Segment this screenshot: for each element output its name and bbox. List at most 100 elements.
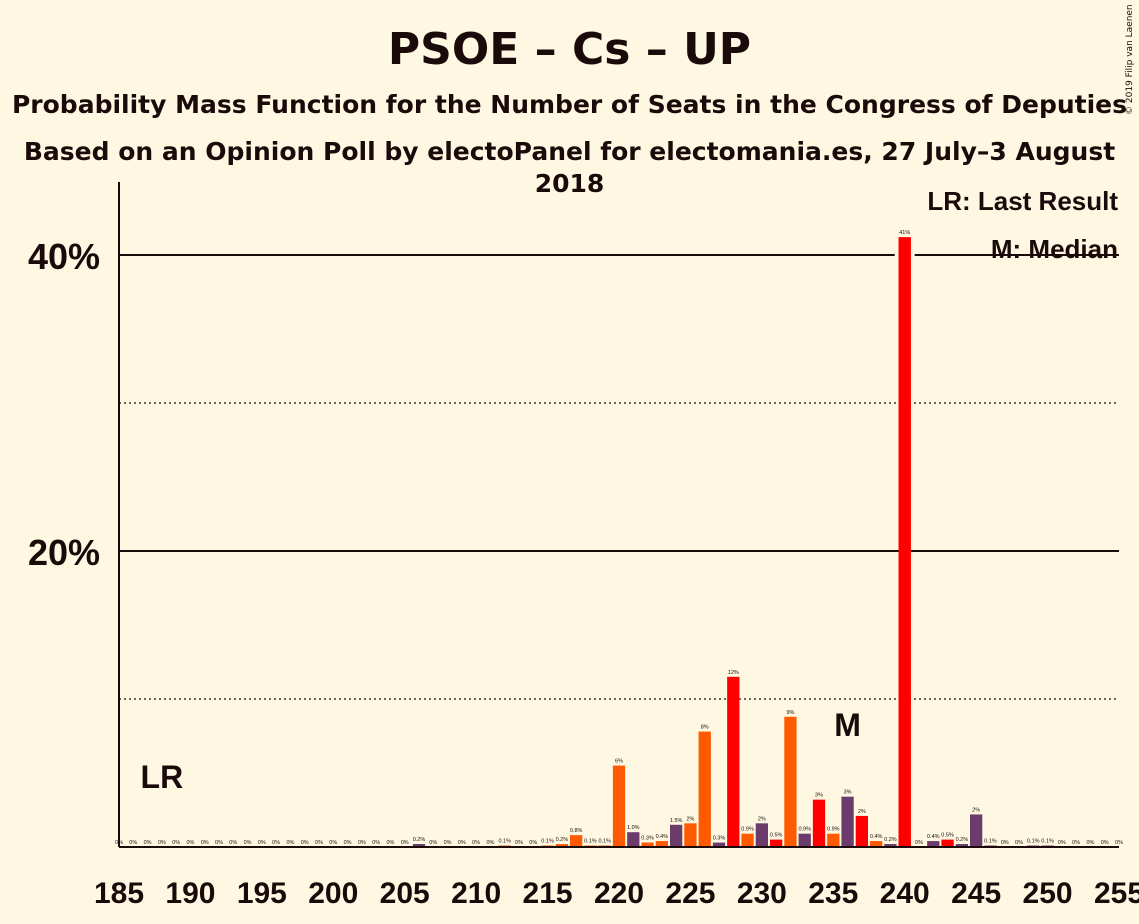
bar-label-seat-236: 3% bbox=[844, 790, 852, 796]
bars-group bbox=[412, 237, 1054, 848]
x-tick-label-230: 230 bbox=[737, 877, 787, 910]
bar-label-seat-248: 0% bbox=[1015, 840, 1023, 846]
bar-label-seat-246: 0.1% bbox=[984, 839, 997, 845]
bar-label-seat-223: 0.4% bbox=[656, 834, 669, 840]
bar-seat-225 bbox=[684, 823, 697, 847]
bar-seat-206 bbox=[412, 844, 426, 847]
bar-seat-239 bbox=[884, 844, 897, 847]
bar-label-seat-210: 0% bbox=[472, 840, 480, 846]
bar-label-seat-199: 0% bbox=[315, 840, 323, 846]
bar-label-seat-239: 0.2% bbox=[884, 837, 897, 843]
bar-label-seat-221: 1.0% bbox=[627, 825, 640, 831]
bar-label-seat-219: 0.1% bbox=[598, 839, 611, 845]
bar-label-seat-213: 0% bbox=[515, 840, 523, 846]
bar-seat-217 bbox=[570, 835, 583, 847]
bar-label-seat-189: 0% bbox=[172, 840, 180, 846]
bar-seat-227 bbox=[712, 842, 726, 847]
bar-label-seat-197: 0% bbox=[286, 840, 294, 846]
bar-label-seat-249: 0.1% bbox=[1027, 839, 1040, 845]
bar-label-seat-196: 0% bbox=[272, 840, 280, 846]
bar-seat-232 bbox=[784, 716, 797, 847]
bar-label-seat-226: 8% bbox=[701, 725, 709, 731]
x-tick-label-220: 220 bbox=[594, 877, 644, 910]
bar-label-seat-228: 12% bbox=[728, 670, 739, 676]
bar-label-seat-191: 0% bbox=[201, 840, 209, 846]
bar-seat-236 bbox=[841, 796, 854, 847]
x-tick-label-245: 245 bbox=[951, 877, 1001, 910]
bar-seat-240-top bbox=[898, 237, 911, 848]
bar-label-seat-209: 0% bbox=[458, 840, 466, 846]
median-marker: M bbox=[834, 707, 861, 743]
bar-label-seat-202: 0% bbox=[358, 840, 366, 846]
x-tick-label-255: 255 bbox=[1094, 877, 1139, 910]
bar-label-seat-190: 0% bbox=[186, 840, 194, 846]
bar-seat-243 bbox=[941, 839, 954, 847]
bar-label-seat-206: 0.2% bbox=[413, 837, 426, 843]
bar-label-seat-222: 0.3% bbox=[641, 836, 654, 842]
bar-seat-221 bbox=[627, 832, 640, 847]
x-tick-label-185: 185 bbox=[94, 877, 144, 910]
bar-label-seat-253: 0% bbox=[1086, 840, 1094, 846]
chart-subtitle-2: Based on an Opinion Poll by electoPanel … bbox=[23, 137, 1116, 198]
bar-seat-226 bbox=[698, 731, 711, 847]
last-result-marker: LR bbox=[141, 759, 184, 795]
bar-label-seat-194: 0% bbox=[244, 840, 252, 846]
bar-seat-228 bbox=[727, 676, 740, 847]
bar-label-seat-232: 9% bbox=[786, 710, 794, 716]
bar-seat-230 bbox=[755, 823, 768, 847]
chart-subtitle-1: Probability Mass Function for the Number… bbox=[11, 90, 1128, 119]
bar-label-seat-203: 0% bbox=[372, 840, 380, 846]
bar-label-seat-255: 0% bbox=[1115, 840, 1123, 846]
bar-label-seat-218: 0.1% bbox=[584, 839, 597, 845]
bar-label-seat-200: 0% bbox=[329, 840, 337, 846]
bar-label-seat-244: 0.2% bbox=[956, 837, 969, 843]
bar-seat-222 bbox=[641, 842, 654, 847]
bar-label-seat-208: 0% bbox=[444, 840, 452, 846]
bar-label-seat-252: 0% bbox=[1072, 840, 1080, 846]
bar-label-seat-220: 6% bbox=[615, 759, 623, 765]
bar-seat-245 bbox=[970, 814, 983, 847]
bar-label-seat-225: 2% bbox=[686, 816, 694, 822]
bar-seat-229 bbox=[741, 833, 754, 847]
bar-label-seat-201: 0% bbox=[344, 840, 352, 846]
bar-label-seat-212: 0.1% bbox=[498, 839, 511, 845]
bar-label-seat-251: 0% bbox=[1058, 840, 1066, 846]
bar-label-seat-247: 0% bbox=[1001, 840, 1009, 846]
x-tick-label-210: 210 bbox=[451, 877, 501, 910]
bar-seat-235 bbox=[827, 833, 840, 847]
grid-lines bbox=[119, 252, 1119, 700]
bar-label-seat-254: 0% bbox=[1101, 840, 1109, 846]
x-tick-label-250: 250 bbox=[1023, 877, 1073, 910]
bar-label-seat-230: 2% bbox=[758, 816, 766, 822]
bar-label-seat-235: 0.9% bbox=[827, 827, 840, 833]
bar-label-seat-204: 0% bbox=[386, 840, 394, 846]
x-tick-label-195: 195 bbox=[237, 877, 287, 910]
legend-last-result: LR: Last Result bbox=[927, 186, 1118, 216]
bar-seat-223 bbox=[655, 841, 668, 847]
x-tick-label-200: 200 bbox=[308, 877, 358, 910]
bar-label-seat-241: 0% bbox=[915, 840, 923, 846]
bar-seat-244 bbox=[955, 844, 968, 847]
bar-label-seat-195: 0% bbox=[258, 840, 266, 846]
bar-label-seat-207: 0% bbox=[429, 840, 437, 846]
axes-group: 40% 20% 185 190 195 200 205 210 215 220 225 230 235 2… bbox=[28, 182, 1139, 910]
bar-seat-220 bbox=[612, 765, 626, 847]
bar-label-seat-240: 41% bbox=[899, 230, 910, 236]
bar-label-seat-237: 2% bbox=[858, 809, 866, 815]
bar-label-seat-216: 0.2% bbox=[556, 837, 569, 843]
bar-label-seat-217: 0.8% bbox=[570, 828, 583, 834]
bar-label-seat-187: 0% bbox=[144, 840, 152, 846]
chart-title: PSOE – Cs – UP bbox=[387, 24, 752, 75]
bar-label-seat-205: 0% bbox=[401, 840, 409, 846]
bar-label-seat-186: 0% bbox=[129, 840, 137, 846]
bar-seat-234 bbox=[812, 799, 826, 847]
bar-label-seat-198: 0% bbox=[301, 840, 309, 846]
bar-seat-237 bbox=[855, 815, 868, 847]
bar-label-seat-192: 0% bbox=[215, 840, 223, 846]
bar-label-seat-231: 0.5% bbox=[770, 833, 783, 839]
x-tick-label-215: 215 bbox=[523, 877, 573, 910]
bar-label-seat-234: 3% bbox=[815, 793, 823, 799]
bar-label-seat-242: 0.4% bbox=[927, 834, 940, 840]
bar-label-seat-193: 0% bbox=[229, 840, 237, 846]
